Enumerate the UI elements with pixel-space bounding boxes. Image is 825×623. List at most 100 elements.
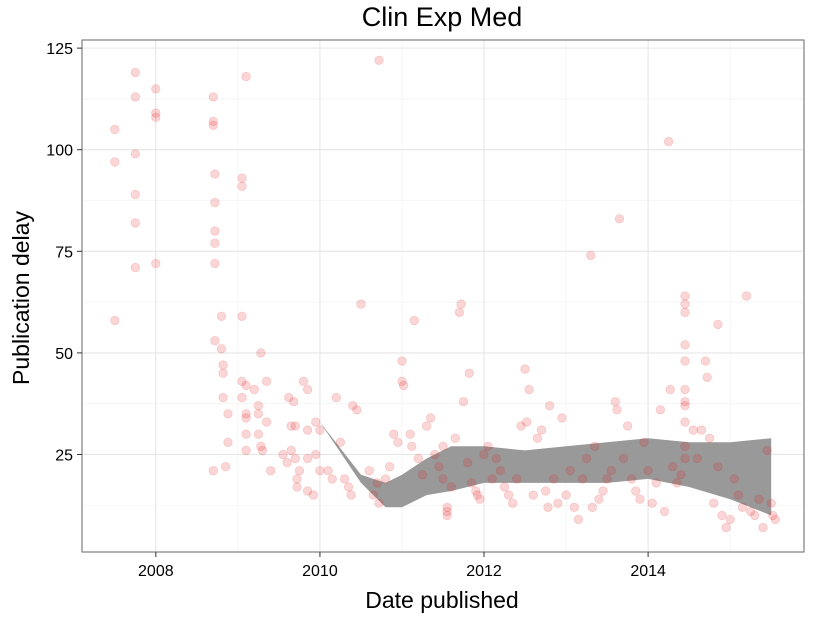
scatter-point xyxy=(543,502,553,513)
scatter-point xyxy=(536,425,547,435)
scatter-point xyxy=(368,490,379,500)
scatter-point xyxy=(331,392,342,403)
scatter-point xyxy=(256,441,266,452)
scatter-point xyxy=(397,376,407,387)
scatter-point xyxy=(372,478,383,488)
scatter-point xyxy=(308,490,319,500)
x-axis-title: Date published xyxy=(365,587,518,613)
scatter-point xyxy=(237,173,247,183)
scatter-point xyxy=(770,514,781,525)
scatter-point xyxy=(587,502,598,513)
scatter-point xyxy=(216,344,227,354)
scatter-point xyxy=(680,453,690,464)
scatter-point xyxy=(598,486,608,496)
scatter-point xyxy=(680,397,690,407)
scatter-point xyxy=(472,490,483,500)
scatter-point xyxy=(311,417,321,427)
scatter-point xyxy=(606,466,616,476)
scatter-point xyxy=(594,494,604,504)
scatter-point xyxy=(218,392,228,403)
scatter-point xyxy=(130,149,141,159)
scatter-point xyxy=(253,429,264,439)
scatter-point xyxy=(421,421,432,431)
scatter-point xyxy=(130,67,141,78)
scatter-point xyxy=(208,466,219,476)
scatter-point xyxy=(733,490,744,500)
scatter-point xyxy=(282,457,292,468)
scatter-point xyxy=(426,413,436,423)
scatter-point xyxy=(680,340,690,350)
scatter-point xyxy=(151,112,161,122)
scatter-point xyxy=(130,189,141,200)
scatter-point xyxy=(491,453,502,464)
scatter-point xyxy=(663,136,674,147)
scatter-point xyxy=(380,474,391,484)
scatter-point xyxy=(483,441,493,452)
scatter-point xyxy=(339,474,350,484)
scatter-point xyxy=(237,181,247,192)
scatter-point xyxy=(450,433,461,443)
scatter-point xyxy=(512,474,522,484)
scatter-point xyxy=(210,226,220,236)
scatter-point xyxy=(522,417,532,427)
scatter-point xyxy=(622,421,633,431)
scatter-point xyxy=(241,429,251,439)
scatter-point xyxy=(241,445,251,456)
scatter-point xyxy=(298,376,309,387)
y-tick-label: 100 xyxy=(46,143,73,160)
scatter-point xyxy=(528,490,538,500)
scatter-point xyxy=(407,441,417,452)
scatter-point xyxy=(565,466,575,476)
scatter-point xyxy=(479,449,489,460)
chart-title: Clin Exp Med xyxy=(362,2,523,32)
scatter-point xyxy=(754,494,764,504)
scatter-point xyxy=(292,474,302,484)
scatter-point xyxy=(557,413,567,423)
scatter-point xyxy=(356,299,366,309)
scatter-point xyxy=(702,372,712,383)
scatter-point xyxy=(364,466,374,476)
scatter-point xyxy=(220,462,231,472)
scatter-point xyxy=(524,384,534,395)
scatter-point xyxy=(278,449,288,460)
scatter-point xyxy=(256,348,266,358)
scatter-point xyxy=(442,506,452,517)
scatter-point xyxy=(241,409,251,419)
scatter-point xyxy=(704,433,715,443)
scatter-point xyxy=(758,522,768,533)
scatter-point xyxy=(553,498,563,508)
scatter-point xyxy=(290,421,301,431)
scatter-point xyxy=(618,453,629,464)
scatter-point xyxy=(446,482,456,492)
scatter-point xyxy=(665,384,676,395)
scatter-point xyxy=(458,397,469,407)
scatter-point xyxy=(151,258,161,269)
scatter-point xyxy=(266,466,276,476)
scatter-point xyxy=(286,445,296,456)
scatter-point xyxy=(590,441,600,452)
scatter-point xyxy=(454,307,465,318)
scatter-points xyxy=(110,55,781,533)
scatter-point xyxy=(311,449,321,460)
scatter-point xyxy=(393,437,403,448)
scatter-point xyxy=(257,445,268,456)
scatter-point xyxy=(766,498,776,508)
scatter-point xyxy=(327,474,337,484)
scatter-point xyxy=(253,401,264,411)
scatter-point xyxy=(692,453,703,464)
scatter-point xyxy=(581,453,592,464)
scatter-point xyxy=(651,478,662,488)
x-tick-label: 2010 xyxy=(302,563,338,580)
scatter-point xyxy=(292,482,302,492)
scatter-point xyxy=(110,124,120,135)
scatter-point xyxy=(741,291,752,301)
scatter-point xyxy=(577,474,588,484)
scatter-point xyxy=(495,466,506,476)
scatter-point xyxy=(438,441,448,452)
scatter-point xyxy=(241,413,251,423)
scatter-point xyxy=(561,490,571,500)
scatter-point xyxy=(762,445,772,456)
scatter-point xyxy=(289,397,299,407)
scatter-point xyxy=(659,506,670,517)
scatter-point xyxy=(430,449,440,460)
